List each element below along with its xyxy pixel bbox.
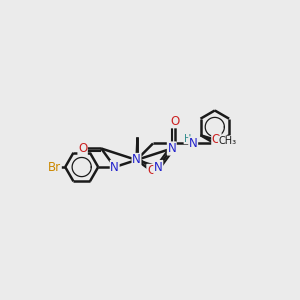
Text: N: N bbox=[132, 154, 141, 166]
Text: N: N bbox=[110, 160, 119, 173]
Text: N: N bbox=[189, 137, 198, 150]
Text: N: N bbox=[167, 142, 176, 155]
Text: O: O bbox=[212, 133, 221, 146]
Text: H: H bbox=[184, 134, 191, 144]
Text: O: O bbox=[78, 142, 87, 155]
Text: O: O bbox=[147, 164, 156, 177]
Text: N: N bbox=[154, 160, 163, 173]
Text: O: O bbox=[170, 115, 179, 128]
Text: CH₃: CH₃ bbox=[218, 136, 237, 146]
Text: Br: Br bbox=[48, 160, 61, 173]
